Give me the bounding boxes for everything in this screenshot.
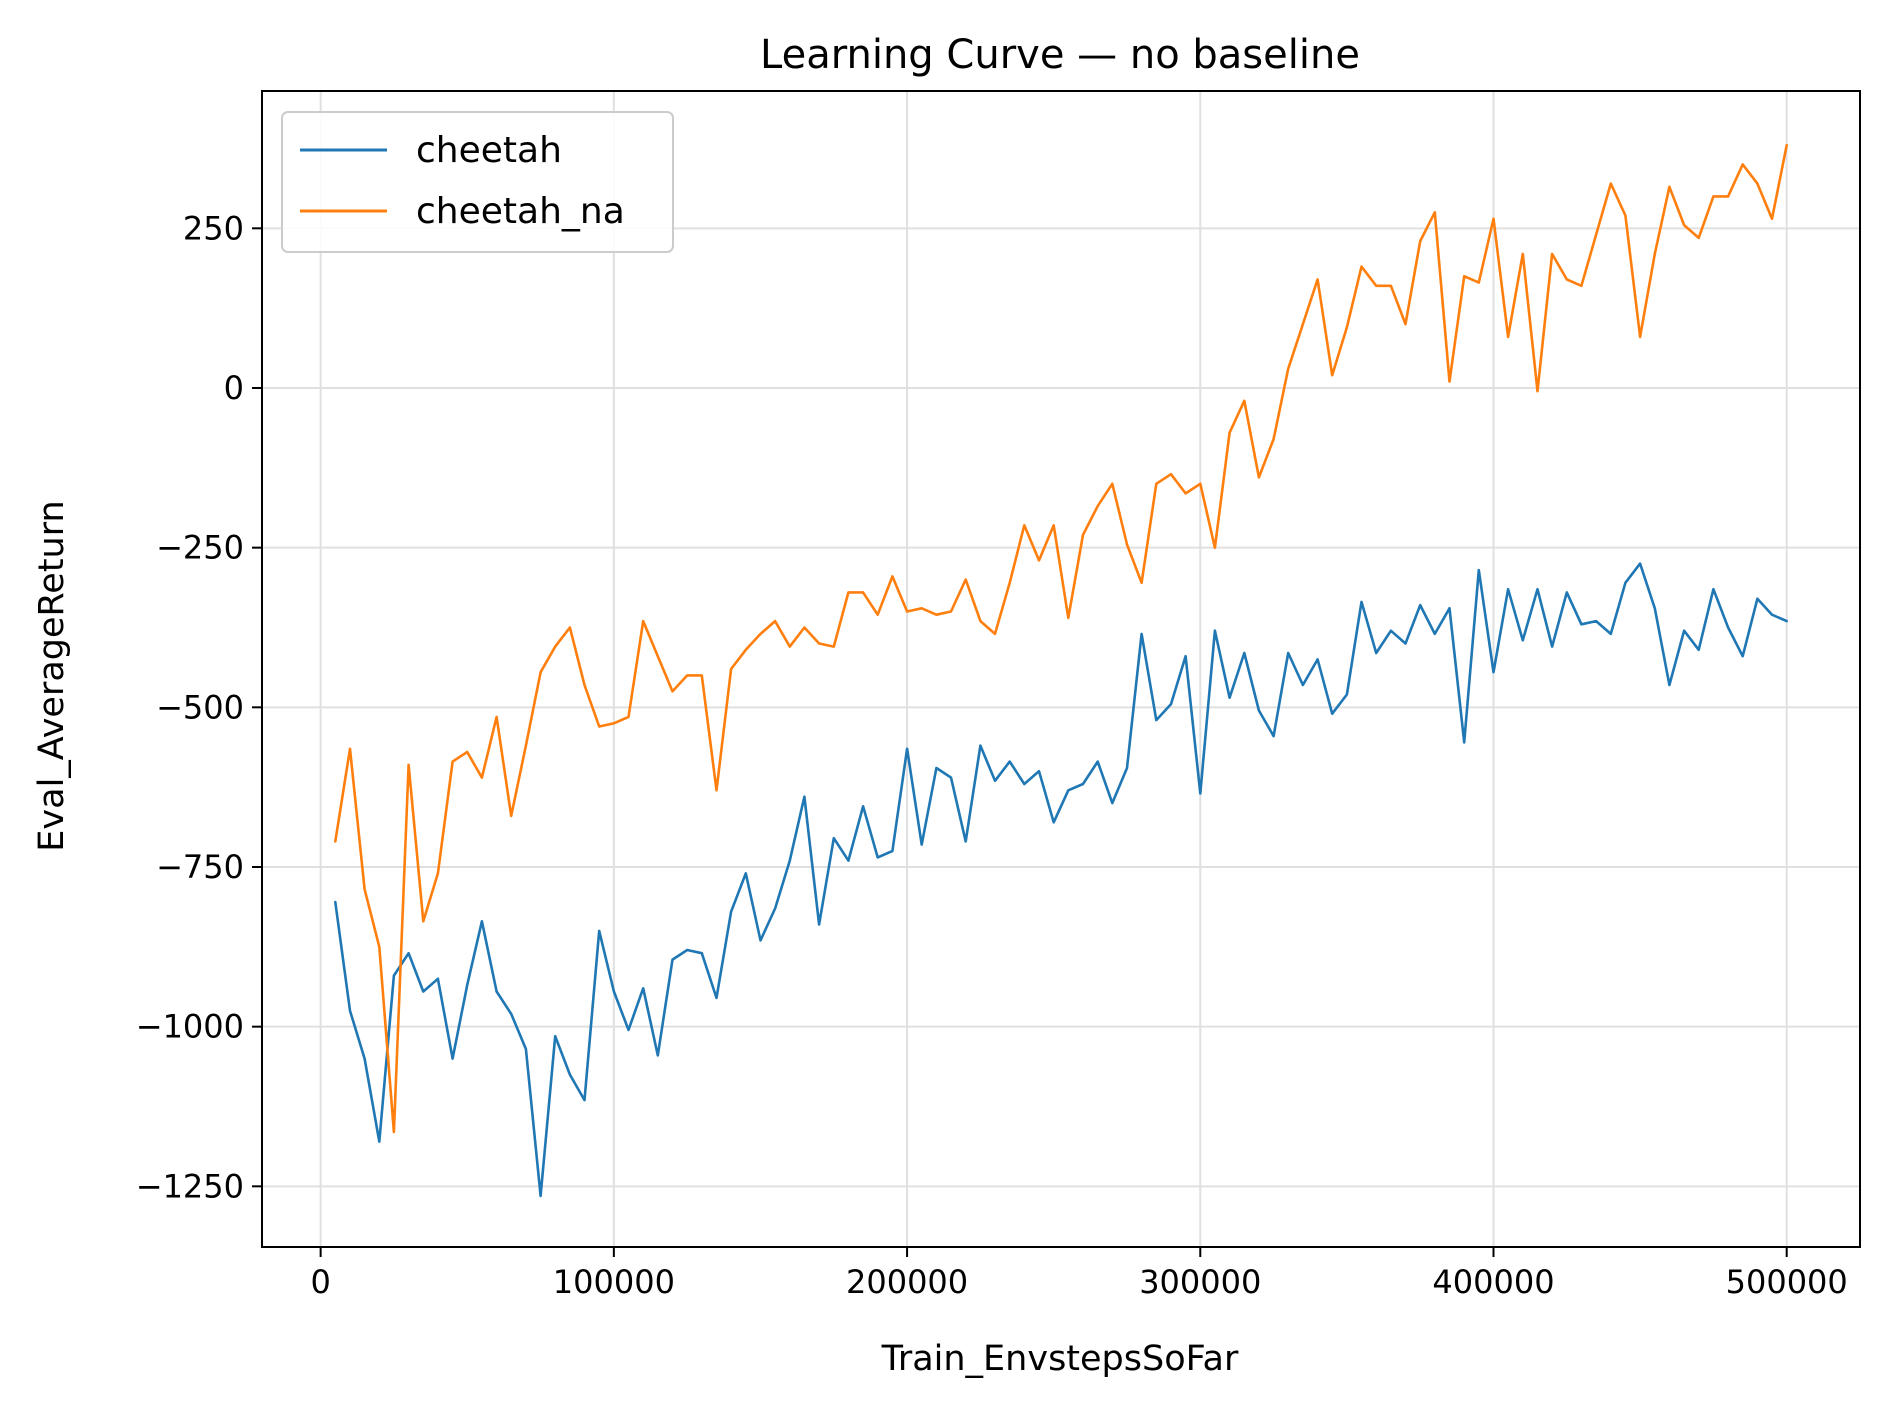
series-line-cheetah bbox=[333, 562, 1788, 1198]
x-axis-title: Train_EnvstepsSoFar bbox=[881, 1339, 1239, 1379]
x-tick-label: 200000 bbox=[846, 1263, 968, 1301]
y-tick-label: −750 bbox=[156, 848, 244, 886]
y-tick-label: −250 bbox=[156, 529, 244, 567]
plot-frame bbox=[261, 90, 1861, 1248]
x-tick-label: 100000 bbox=[553, 1263, 675, 1301]
legend-label-cheetah-na: cheetah_na bbox=[416, 191, 625, 232]
y-tick-label: 0 bbox=[224, 369, 244, 407]
grid bbox=[262, 91, 1860, 1247]
x-tick-label: 300000 bbox=[1139, 1263, 1261, 1301]
y-axis-title: Eval_AverageReturn bbox=[32, 500, 72, 851]
x-tick-label: 400000 bbox=[1432, 1263, 1554, 1301]
legend-box bbox=[281, 111, 674, 253]
y-tick-label: −1000 bbox=[136, 1008, 244, 1046]
x-tick-label: 0 bbox=[310, 1263, 330, 1301]
y-tick-label: 250 bbox=[183, 209, 244, 247]
y-tick-label: −1250 bbox=[136, 1167, 244, 1205]
series-line-cheetah-na bbox=[333, 144, 1788, 1134]
axis-ticks: 0 100000 200000 300000 400000 500000 −1250 −100… bbox=[136, 209, 1848, 1301]
y-tick-label: −500 bbox=[156, 688, 244, 726]
chart-title: Learning Curve — no baseline bbox=[760, 32, 1360, 78]
legend: cheetah cheetah_na bbox=[281, 111, 674, 253]
x-tick-label: 500000 bbox=[1726, 1263, 1848, 1301]
plot-lines bbox=[333, 144, 1788, 1198]
legend-label-cheetah: cheetah bbox=[416, 130, 562, 171]
